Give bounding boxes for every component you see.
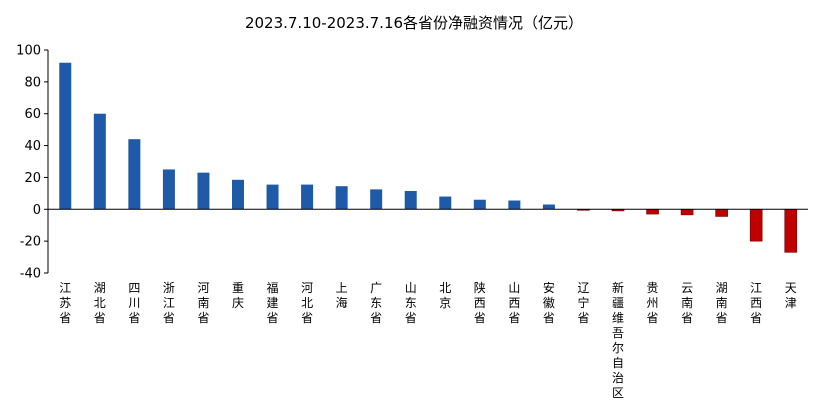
bar: [473, 199, 486, 210]
category-label: 山东省: [405, 281, 417, 325]
category-label: 江苏省: [59, 281, 71, 325]
bar: [232, 179, 244, 210]
bar: [542, 204, 555, 210]
category-label: 湖南省: [716, 280, 728, 325]
bar: [439, 196, 452, 210]
bar: [680, 208, 694, 216]
y-tick-label: 80: [24, 75, 41, 90]
category-label: 辽宁省: [577, 281, 589, 325]
chart-title: 2023.7.10-2023.7.16各省份净融资情况（亿元）: [245, 14, 583, 32]
bar: [646, 208, 659, 215]
bar: [508, 200, 521, 210]
category-label: 山西省: [508, 281, 520, 325]
y-tick-label: 0: [33, 203, 41, 218]
y-tick-label: 40: [24, 139, 41, 154]
bar: [335, 186, 348, 210]
bar: [128, 139, 141, 210]
category-label: 上海: [336, 281, 348, 310]
category-label: 安徽省: [543, 280, 555, 325]
y-tick-label: -40: [20, 267, 41, 282]
category-label: 浙江省: [163, 281, 175, 325]
bar: [59, 62, 72, 210]
y-tick-label: 60: [24, 107, 41, 122]
bar: [784, 208, 798, 253]
y-tick-label: 20: [24, 171, 41, 186]
bars: [59, 62, 798, 253]
category-label: 河南省: [197, 281, 209, 325]
y-tick-label: -20: [20, 235, 41, 250]
category-label: 北京: [439, 281, 451, 310]
category-label: 陕西省: [474, 280, 486, 325]
category-label: 河北省: [301, 281, 313, 325]
y-axis: -40 -20 0 20 40 60 80 100: [16, 44, 49, 282]
bar: [93, 113, 106, 210]
bar: [301, 184, 314, 210]
category-label: 重庆: [232, 281, 244, 310]
category-label: 福建省: [267, 280, 279, 325]
bar: [197, 172, 210, 210]
category-label: 江西省: [750, 281, 762, 325]
category-label: 新疆维吾尔自治区: [612, 280, 624, 400]
bar: [162, 169, 175, 210]
bar: [266, 184, 279, 210]
category-label: 四川省: [128, 281, 140, 325]
bar: [404, 190, 417, 210]
category-label: 贵州省: [647, 281, 659, 325]
bar: [749, 208, 763, 242]
category-label: 云南省: [681, 281, 693, 325]
category-labels: 江苏省 湖北省 四川省 浙江省 河南省 重庆 福建省 河北省 上海 广东省 山东省 北京 陕西省 山西省 安…: [59, 280, 796, 400]
category-label: 天津: [785, 281, 797, 310]
bar: [370, 189, 383, 210]
y-tick-label: 100: [16, 44, 41, 59]
bar: [715, 208, 728, 217]
category-label: 广东省: [370, 281, 382, 325]
category-label: 湖北省: [94, 280, 106, 325]
